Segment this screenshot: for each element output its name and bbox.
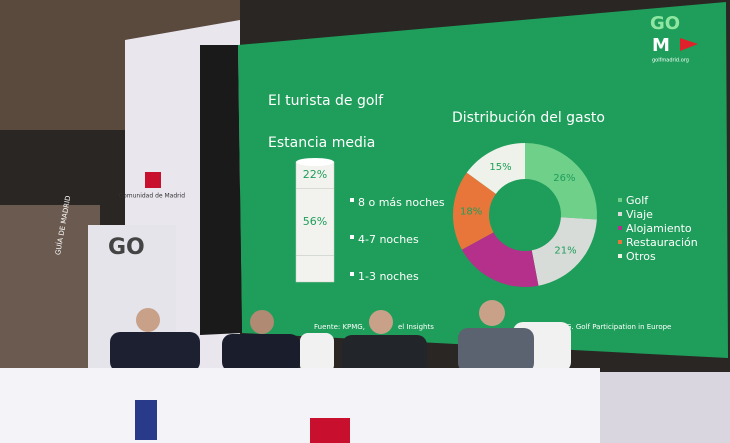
slide-title: El turista de golf [268, 93, 384, 109]
legend-swatch [618, 198, 622, 202]
panel-logo: GO [108, 235, 145, 260]
stay-title: Estancia media [268, 135, 375, 151]
screen-frame [200, 45, 242, 335]
legend-swatch [618, 254, 622, 258]
legend-swatch [618, 226, 622, 230]
source-2: el Insights [398, 323, 434, 331]
legend-bullet [350, 235, 354, 239]
legend-label: Viaje [626, 208, 653, 221]
legend-label: Alojamiento [626, 222, 692, 235]
legend-swatch [618, 240, 622, 244]
legend-bullet [350, 198, 354, 202]
person [222, 334, 300, 372]
cylinder-top [296, 158, 334, 166]
logo-bottom: M [652, 35, 670, 56]
cylinder-segment [295, 255, 335, 283]
legend-label: Restauración [626, 236, 698, 249]
chair [300, 333, 334, 373]
value-label: 15% [489, 162, 511, 173]
legend-label: 4-7 noches [358, 233, 419, 246]
legend-label: Otros [626, 250, 656, 263]
legend-label: 8 o más noches [358, 196, 445, 209]
donut-segment [466, 143, 525, 194]
logo-flag [680, 38, 698, 51]
source-1: Fuente: KPMG, [314, 323, 365, 331]
source-3: G. Golf Participation in Europe [566, 323, 671, 331]
booth-sign: Comunidad de Madrid [119, 193, 185, 200]
value-label: 56% [303, 215, 327, 228]
donut-segment [461, 232, 539, 287]
region-emblem [310, 418, 350, 443]
booth-side [0, 205, 100, 370]
madrid-logo [145, 172, 161, 188]
logo-top: GO [650, 13, 680, 34]
cylinder-segment [295, 188, 335, 256]
panelists [110, 300, 571, 373]
head [369, 310, 393, 334]
table [0, 368, 600, 443]
donut-segment [452, 172, 496, 250]
charts: 22% 8 o más noches 56% 4-7 noches 1-3 noches… [295, 143, 698, 287]
head [136, 308, 160, 332]
spend-title: Distribución del gasto [452, 110, 605, 126]
value-label: 18% [460, 207, 482, 218]
head [250, 310, 274, 334]
legend-swatch [618, 212, 622, 216]
value-label: 22% [303, 168, 327, 181]
floor [600, 372, 730, 443]
head [479, 300, 505, 326]
legend-label: Golf [626, 194, 649, 207]
person [342, 335, 427, 373]
logo-url: golfmadrid.org [652, 58, 689, 64]
person [458, 328, 534, 373]
person [110, 332, 200, 372]
legend-bullet [350, 272, 354, 276]
city-emblem [135, 400, 157, 440]
cylinder-segment [295, 161, 335, 189]
legend-label: 1-3 noches [358, 270, 419, 283]
donut-segment [525, 143, 597, 220]
value-label: 21% [554, 246, 576, 257]
donut-segment [531, 217, 597, 286]
value-label: 26% [553, 173, 575, 184]
